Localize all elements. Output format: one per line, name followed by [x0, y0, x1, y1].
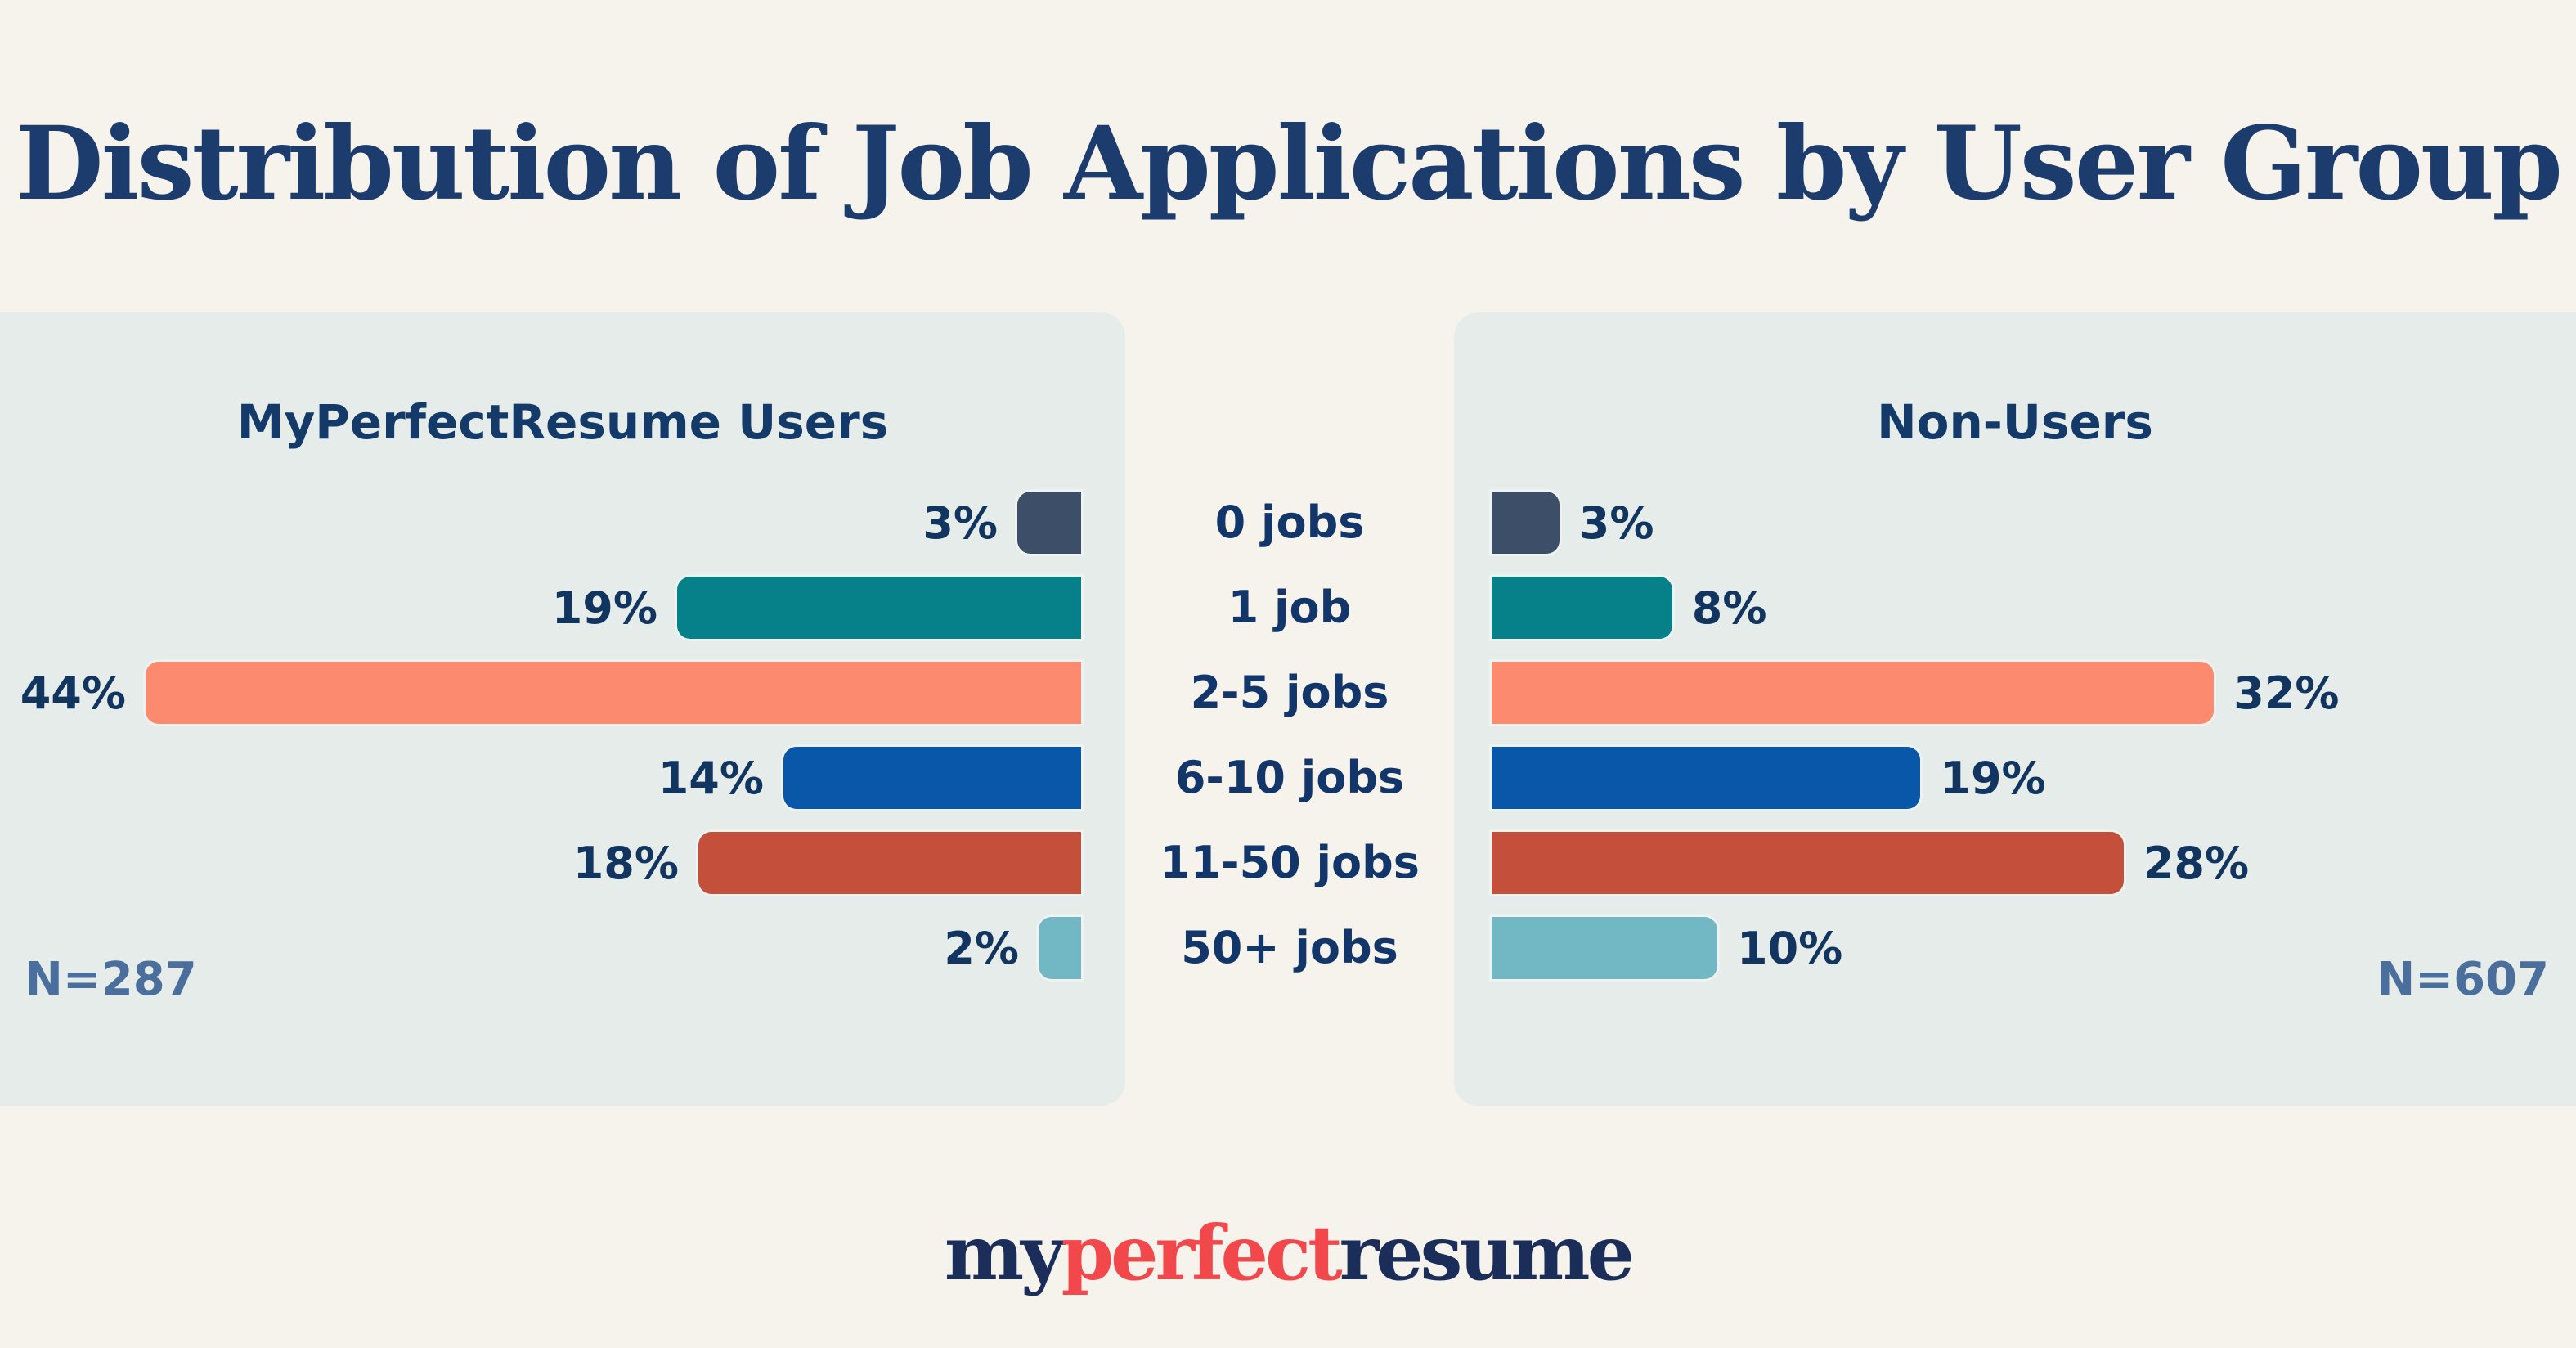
non-users-bar-row: 19%	[1454, 747, 2576, 809]
non-users-bar	[1492, 662, 2215, 724]
users-bar	[677, 577, 1081, 639]
non-users-bar	[1492, 747, 1921, 809]
non-users-bar-row: 8%	[1454, 577, 2576, 639]
users-value-label: 3%	[922, 497, 998, 549]
non-users-value-label: 32%	[2233, 667, 2340, 719]
myperfectresume-logo: myperfectresume	[0, 1209, 2576, 1297]
non-users-bar-row: 3%	[1454, 492, 2576, 554]
users-bar-row: 18%	[0, 832, 1125, 894]
users-bar-row: 14%	[0, 747, 1125, 809]
users-bar-row: 2%	[0, 917, 1125, 979]
users-bar-row: 19%	[0, 577, 1125, 639]
users-bar	[698, 832, 1081, 894]
users-value-label: 19%	[551, 582, 657, 634]
non-users-value-label: 19%	[1940, 752, 2046, 804]
non-users-bar-row: 32%	[1454, 662, 2576, 724]
users-bar	[1039, 917, 1081, 979]
users-bar	[146, 662, 1081, 724]
category-label: 0 jobs	[1214, 497, 1365, 548]
category-label: 6-10 jobs	[1174, 752, 1405, 803]
non-users-value-label: 10%	[1737, 922, 1843, 974]
non-users-bar	[1492, 832, 2124, 894]
non-users-bar	[1492, 577, 1672, 639]
non-users-bar-row: 10%	[1454, 917, 2576, 979]
users-bar	[783, 747, 1081, 809]
non-users-bar-row: 28%	[1454, 832, 2576, 894]
users-bar-row: 3%	[0, 492, 1125, 554]
users-value-label: 44%	[20, 667, 126, 719]
users-value-label: 2%	[944, 922, 1019, 974]
non-users-bar	[1492, 492, 1560, 554]
non-users-sample-size: N=607	[2376, 953, 2549, 1006]
logo-part-my: my	[944, 1209, 1065, 1297]
category-label: 50+ jobs	[1181, 922, 1398, 973]
category-label: 11-50 jobs	[1160, 837, 1420, 888]
logo-part-perfect: perfect	[1061, 1209, 1343, 1297]
page-title: Distribution of Job Applications by User…	[16, 105, 2563, 223]
category-label: 2-5 jobs	[1190, 667, 1389, 718]
logo-part-resume: resume	[1339, 1209, 1636, 1297]
users-bar-row: 44%	[0, 662, 1125, 724]
users-bar	[1017, 492, 1081, 554]
non-users-panel: Non-Users 3% 8% 32% 19% 28% 10% N=607	[1454, 312, 2576, 1106]
butterfly-bar-chart: MyPerfectResume Users 3% 19% 44% 14% 18% 2% N…	[0, 312, 2576, 1106]
users-value-label: 18%	[572, 837, 679, 889]
users-sample-size: N=287	[25, 953, 197, 1006]
non-users-value-label: 3%	[1578, 497, 1654, 549]
non-users-value-label: 8%	[1691, 582, 1767, 634]
non-users-value-label: 28%	[2143, 837, 2250, 889]
users-value-label: 14%	[657, 752, 764, 804]
category-axis: 0 jobs 1 job 2-5 jobs 6-10 jobs 11-50 jobs 50…	[1125, 312, 1454, 1106]
users-panel: MyPerfectResume Users 3% 19% 44% 14% 18% 2% N…	[0, 312, 1125, 1106]
category-label: 1 job	[1227, 582, 1352, 633]
non-users-bar	[1492, 917, 1717, 979]
non-users-panel-title: Non-Users	[1877, 394, 2153, 450]
users-panel-title: MyPerfectResume Users	[236, 394, 889, 450]
